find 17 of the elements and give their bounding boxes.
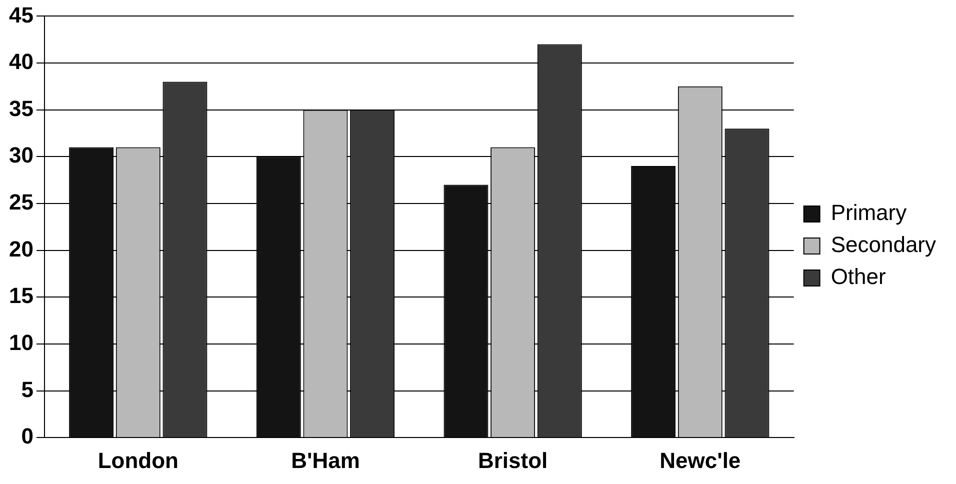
y-tick-label: 5 xyxy=(21,376,34,402)
x-tick-label: B'Ham xyxy=(291,448,360,473)
legend-label: Primary xyxy=(830,200,907,226)
y-tick-label: 30 xyxy=(8,142,34,168)
x-tick-label: Bristol xyxy=(478,448,548,473)
legend-label: Secondary xyxy=(830,232,936,258)
y-tick-label: 20 xyxy=(8,236,34,262)
y-tick-label: 0 xyxy=(21,424,34,449)
y-tick-label: 40 xyxy=(8,49,34,74)
y-tick-label: 35 xyxy=(8,96,34,121)
y-tick-label: 25 xyxy=(8,190,34,215)
y-tick-label: 15 xyxy=(8,283,34,308)
y-tick-label: 10 xyxy=(8,330,34,356)
legend-label: Other xyxy=(830,264,886,290)
x-tick-label: London xyxy=(98,448,178,473)
y-tick-label: 45 xyxy=(8,2,34,28)
x-tick-label: Newc'le xyxy=(660,448,741,473)
